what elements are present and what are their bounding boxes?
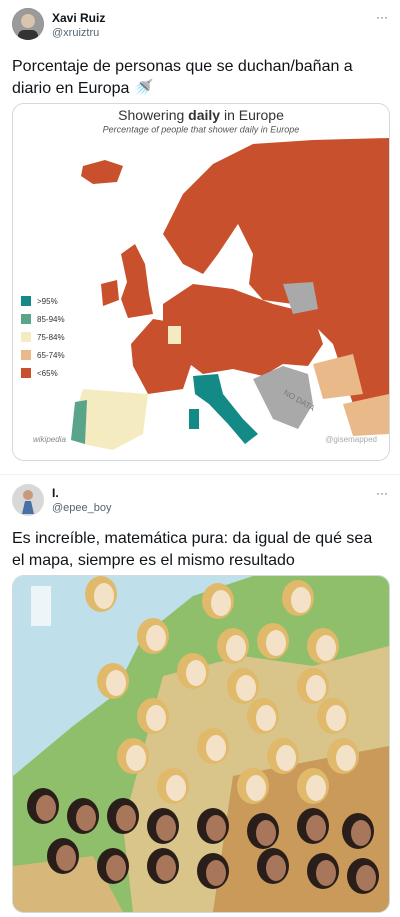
- country: [81, 160, 123, 184]
- text-line: Porcentaje de personas que se duchan/bañ…: [12, 58, 353, 75]
- meme-face: [297, 668, 329, 704]
- map-subtitle: Percentage of people that shower daily i…: [103, 124, 300, 134]
- meme-face: [67, 798, 99, 834]
- author-handle[interactable]: @epee_boy: [52, 502, 112, 514]
- country: [283, 282, 318, 314]
- meme-face: [297, 768, 329, 804]
- country: [121, 244, 153, 318]
- country: [71, 400, 87, 444]
- meme-face: [147, 848, 179, 884]
- meme-face: [97, 848, 129, 884]
- title-part: Showering: [118, 107, 188, 123]
- meme-face: [257, 848, 289, 884]
- legend: >95% 85-94% 75-84% 65-74% <65%: [21, 296, 65, 378]
- tweet-text: Es increíble, matemática pura: da igual …: [12, 528, 372, 572]
- meme-face: [317, 698, 349, 734]
- text-line: diario en Europa 🚿: [12, 80, 154, 97]
- legend-label: 65-74%: [37, 351, 65, 360]
- meme-face: [347, 858, 379, 894]
- meme-face: [297, 808, 329, 844]
- meme-face: [307, 853, 339, 889]
- country: [168, 326, 181, 344]
- meme-face: [327, 738, 359, 774]
- meme-face: [97, 663, 129, 699]
- meme-face: [197, 808, 229, 844]
- map: Showering daily in Europe Percentage of …: [13, 104, 389, 460]
- country: [189, 409, 199, 429]
- tweet-image[interactable]: [12, 575, 390, 913]
- avatar[interactable]: [12, 484, 44, 516]
- meme-face: [147, 808, 179, 844]
- meme-face: [85, 576, 117, 612]
- meme-face: [257, 623, 289, 659]
- country: [163, 284, 323, 376]
- meme-face: [107, 798, 139, 834]
- avatar[interactable]: [12, 8, 44, 40]
- meme-face: [227, 668, 259, 704]
- meme-map: [13, 576, 389, 912]
- legend-label: 75-84%: [37, 333, 65, 342]
- legend-swatch: [21, 350, 31, 360]
- avatar-image: [12, 484, 44, 516]
- meme-face: [217, 628, 249, 664]
- meme-face: [197, 853, 229, 889]
- country: [313, 354, 363, 399]
- meme-face: [267, 738, 299, 774]
- author-name[interactable]: I.: [52, 486, 59, 500]
- credit: @gisemapped: [325, 435, 377, 444]
- author-handle[interactable]: @xruiztru: [52, 27, 100, 39]
- meme-face: [202, 583, 234, 619]
- tweet-text: Porcentaje de personas que se duchan/bañ…: [12, 56, 353, 100]
- meme-face: [157, 768, 189, 804]
- meme-face: [247, 698, 279, 734]
- meme-face: [342, 813, 374, 849]
- legend-swatch: [21, 332, 31, 342]
- meme-face: [27, 788, 59, 824]
- meme-face: [137, 698, 169, 734]
- source: wikipedia: [33, 435, 66, 444]
- legend-swatch: [21, 314, 31, 324]
- meme-face: [307, 628, 339, 664]
- legend-swatch: [21, 296, 31, 306]
- author-name[interactable]: Xavi Ruiz: [52, 11, 106, 25]
- country: [101, 280, 119, 306]
- meme-face: [237, 768, 269, 804]
- meme-face: [117, 738, 149, 774]
- more-button[interactable]: ···: [376, 486, 388, 500]
- map-title: Showering daily in Europe: [118, 107, 284, 123]
- more-button[interactable]: ···: [376, 10, 388, 24]
- country: [253, 366, 313, 429]
- legend-label: 85-94%: [37, 315, 65, 324]
- tweet-image[interactable]: Showering daily in Europe Percentage of …: [12, 103, 390, 461]
- country: [193, 374, 258, 444]
- title-part: in Europe: [220, 107, 284, 123]
- meme-face: [137, 618, 169, 654]
- legend-label: >95%: [37, 297, 58, 306]
- meme-face: [247, 813, 279, 849]
- meme-face: [177, 653, 209, 689]
- text-line: Es increíble, matemática pura: da igual …: [12, 530, 373, 547]
- country: [343, 394, 389, 436]
- meme-face: [282, 580, 314, 616]
- legend-label: <65%: [37, 369, 58, 378]
- meme-face: [47, 838, 79, 874]
- text-line: el mapa, siempre es el mismo resultado: [12, 552, 295, 569]
- title-part: daily: [188, 107, 220, 123]
- legend-swatch: [21, 368, 31, 378]
- country: [75, 389, 148, 450]
- meme-face: [197, 728, 229, 764]
- avatar-image: [12, 8, 44, 40]
- country: [163, 138, 389, 404]
- separator: [0, 474, 400, 475]
